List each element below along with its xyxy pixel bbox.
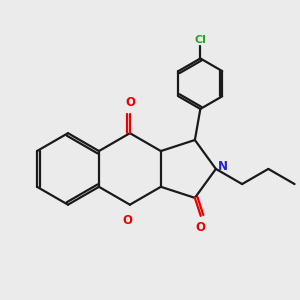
Text: O: O [196, 221, 206, 234]
Text: Cl: Cl [194, 34, 206, 45]
Text: O: O [123, 214, 133, 227]
Text: N: N [218, 160, 228, 173]
Text: O: O [125, 96, 135, 109]
